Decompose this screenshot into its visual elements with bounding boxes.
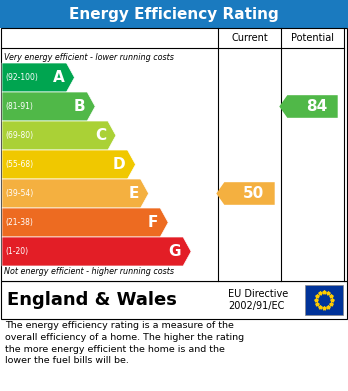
Text: (55-68): (55-68) bbox=[5, 160, 33, 169]
Bar bbox=[1, 281, 347, 319]
Bar bbox=[1, 28, 347, 281]
Bar bbox=[305, 285, 343, 315]
Text: E: E bbox=[128, 186, 139, 201]
Text: Potential: Potential bbox=[291, 33, 334, 43]
Polygon shape bbox=[2, 208, 168, 237]
Text: Very energy efficient - lower running costs: Very energy efficient - lower running co… bbox=[4, 52, 174, 61]
Polygon shape bbox=[2, 150, 135, 179]
Polygon shape bbox=[2, 92, 95, 121]
Text: EU Directive
2002/91/EC: EU Directive 2002/91/EC bbox=[228, 289, 288, 311]
Text: (69-80): (69-80) bbox=[5, 131, 33, 140]
Text: F: F bbox=[148, 215, 158, 230]
Text: (1-20): (1-20) bbox=[5, 247, 28, 256]
Text: A: A bbox=[53, 70, 64, 85]
Polygon shape bbox=[2, 179, 149, 208]
Text: Energy Efficiency Rating: Energy Efficiency Rating bbox=[69, 7, 279, 22]
Text: (92-100): (92-100) bbox=[5, 73, 38, 82]
Polygon shape bbox=[279, 95, 338, 118]
Bar bbox=[0, 0, 348, 28]
Polygon shape bbox=[216, 182, 275, 205]
Text: England & Wales: England & Wales bbox=[7, 291, 177, 309]
Text: B: B bbox=[73, 99, 85, 114]
Text: G: G bbox=[169, 244, 181, 259]
Text: C: C bbox=[95, 128, 106, 143]
Text: (81-91): (81-91) bbox=[5, 102, 33, 111]
Text: Not energy efficient - higher running costs: Not energy efficient - higher running co… bbox=[4, 267, 174, 276]
Text: The energy efficiency rating is a measure of the
overall efficiency of a home. T: The energy efficiency rating is a measur… bbox=[5, 321, 244, 366]
Text: (39-54): (39-54) bbox=[5, 189, 33, 198]
Polygon shape bbox=[2, 63, 74, 92]
Text: Current: Current bbox=[231, 33, 268, 43]
Polygon shape bbox=[2, 237, 191, 266]
Text: 50: 50 bbox=[243, 186, 264, 201]
Text: (21-38): (21-38) bbox=[5, 218, 33, 227]
Polygon shape bbox=[2, 121, 116, 150]
Text: D: D bbox=[113, 157, 126, 172]
Text: 84: 84 bbox=[306, 99, 327, 114]
